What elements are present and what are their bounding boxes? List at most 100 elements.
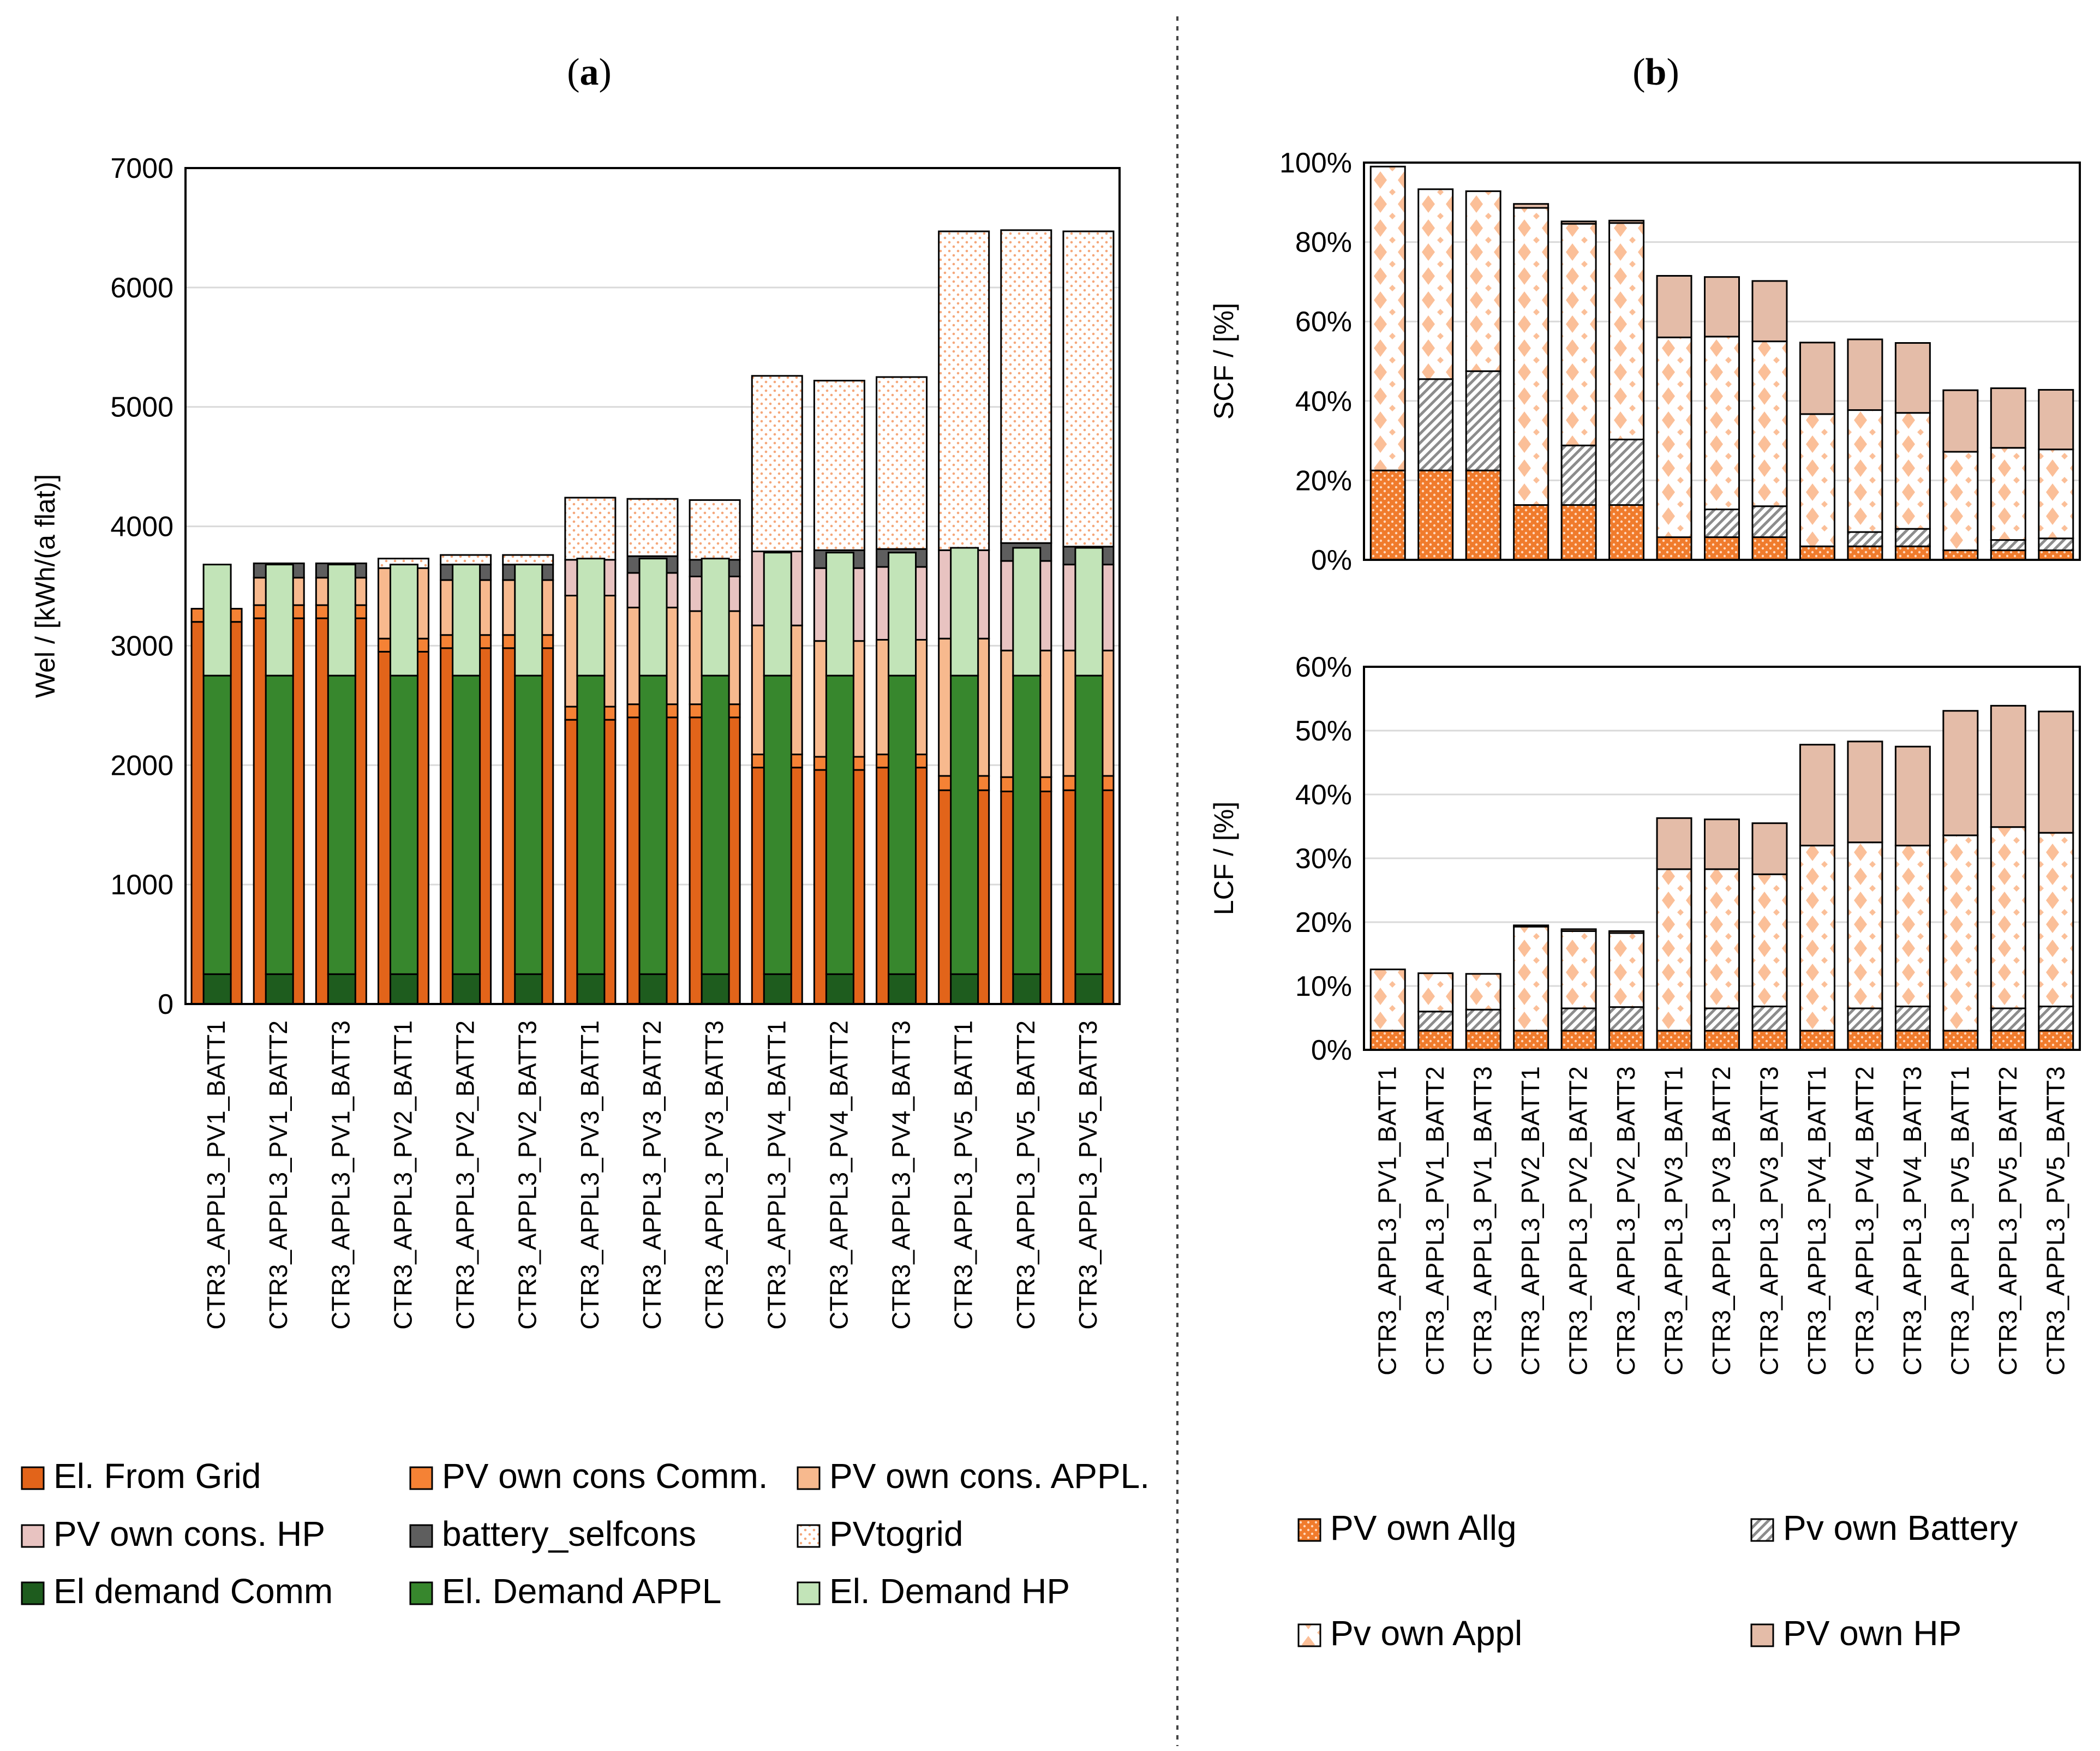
bar-pv-own-appl: [1847, 409, 1883, 533]
bar-pv-own-appl: [1560, 930, 1597, 1009]
bar-pvtogrid: [938, 230, 990, 551]
bar-pv-own-appl: [1369, 969, 1406, 1032]
legend-swatch: [1297, 1623, 1321, 1647]
bar-pv-own-allg: [1608, 1030, 1645, 1051]
legend-label: El demand Comm: [53, 1571, 333, 1611]
bar-pv-own-allg: [1894, 545, 1931, 561]
plot-frame: [1363, 666, 2081, 1051]
x-tick-label: CTR3_APPL3_PV3_BATT2: [1707, 1066, 1736, 1376]
bar-pv-own-allg: [1656, 536, 1692, 561]
bar-pv-own-allg: [2038, 549, 2074, 561]
legend-swatch: [21, 1524, 45, 1548]
bar-el-demand-appl: [825, 674, 854, 975]
x-tick-label: CTR3_APPL3_PV4_BATT1: [762, 1020, 791, 1330]
bar-pv-own-appl: [1417, 188, 1454, 380]
x-tick-label: CTR3_APPL3_PV3_BATT2: [638, 1020, 666, 1330]
x-tick-label: CTR3_APPL3_PV5_BATT1: [1946, 1066, 1974, 1376]
bar-pv-own-hp: [1942, 389, 1979, 453]
legend-label: Pv own Battery: [1783, 1508, 2018, 1547]
bar-pvtogrid: [564, 497, 617, 561]
bar-pv-own-hp: [1847, 338, 1883, 411]
chart-b-lcf: 0% 10% 20% 30% 40% 50% 60% LCF / [%] CTR3_APPL3_…: [1208, 652, 2081, 1376]
bar-el-demand-appl: [452, 674, 481, 975]
bar-pvtogrid: [440, 554, 492, 566]
bar-pv-own-hp: [2038, 389, 2074, 451]
bar-pv-own-appl: [1417, 972, 1454, 1013]
bar-pv-own-hp: [1656, 817, 1692, 870]
y-axis-label: LCF / [%]: [1208, 802, 1239, 915]
bar-pv-own-allg: [1369, 469, 1406, 561]
bar-pv-own-allg: [1847, 545, 1883, 561]
bar-pv-own-allg: [1751, 1030, 1788, 1051]
y-tick-label: 20%: [1295, 465, 1352, 497]
x-tick-label: CTR3_APPL3_PV2_BATT3: [513, 1020, 542, 1330]
bar-el-demand-appl: [327, 674, 356, 975]
panel-a-label: a: [580, 51, 599, 93]
bar-pv-own-hp: [1894, 745, 1931, 847]
panel-b-title: (b): [1632, 51, 1679, 93]
bar-pv-own-appl: [1656, 336, 1692, 539]
bar-el-demand-hp: [825, 552, 854, 677]
bar-el-demand-comm: [514, 973, 543, 1005]
bar-pv-own-allg: [1990, 549, 2026, 561]
bar-pv-own-allg: [1704, 1030, 1740, 1051]
bar-el-demand-appl: [763, 674, 792, 975]
bar-pv-own-allg: [1560, 504, 1597, 561]
legend-label: PV own cons. HP: [53, 1514, 325, 1553]
legend-swatch: [797, 1524, 821, 1548]
bar-pv-own-hp: [1560, 220, 1597, 225]
legend-swatch: [1297, 1518, 1321, 1542]
bar-el-demand-comm: [389, 973, 418, 1005]
bar-pv-own-appl: [1608, 932, 1645, 1008]
bar-pv-own-hp: [2038, 710, 2074, 834]
bar-el-demand-comm: [888, 973, 917, 1005]
bar-pv-own-appl: [1704, 336, 1740, 511]
bar-pv-own-allg: [1513, 504, 1549, 561]
bar-pv-own-battery: [2038, 537, 2074, 552]
bar-pv-own-battery: [2038, 1005, 2074, 1032]
bar-pv-own-hp: [1894, 342, 1931, 414]
bar-el-demand-hp: [950, 547, 979, 677]
bar-el-demand-appl: [888, 674, 917, 975]
x-tick-label: CTR3_APPL3_PV3_BATT3: [1755, 1066, 1783, 1376]
bar-el-demand-comm: [701, 973, 730, 1005]
legend-label: PVtogrid: [829, 1514, 963, 1553]
legend-swatch: [409, 1581, 433, 1605]
x-tick-label: CTR3_APPL3_PV4_BATT2: [824, 1020, 853, 1330]
bar-el-demand-appl: [389, 674, 418, 975]
chart-a: 0 1000 2000 3000 4000 5000 6000 7000 Wel / [kWh/…: [30, 153, 1121, 1330]
y-tick-label: 60%: [1295, 652, 1352, 683]
bar-pvtogrid: [813, 380, 865, 551]
bar-el-demand-appl: [265, 674, 294, 975]
bar-pvtogrid: [1062, 230, 1115, 548]
bar-pv-own-hp: [1608, 930, 1645, 934]
bar-pv-own-allg: [1417, 469, 1454, 561]
bar-pv-own-battery: [1894, 528, 1931, 547]
legend-label: PV own cons. APPL.: [829, 1456, 1150, 1496]
x-tick-label: CTR3_APPL3_PV2_BATT2: [1564, 1066, 1593, 1376]
y-tick-label: 40%: [1295, 779, 1352, 811]
bar-el-demand-hp: [327, 564, 356, 677]
bar-pv-own-battery: [1751, 505, 1788, 539]
x-tick-label: CTR3_APPL3_PV1_BATT2: [264, 1020, 292, 1330]
bar-pv-own-allg: [1465, 469, 1501, 561]
y-tick-label: 0: [158, 989, 173, 1020]
bar-pv-own-hp: [1704, 818, 1740, 870]
bar-pv-own-appl: [1751, 873, 1788, 1007]
bar-pv-own-appl: [1656, 868, 1692, 1032]
bar-el-demand-comm: [638, 973, 668, 1005]
x-tick-label: CTR3_APPL3_PV1_BATT1: [1373, 1066, 1402, 1376]
bar-el-demand-comm: [452, 973, 481, 1005]
y-tick-label: 6000: [110, 272, 173, 304]
legend-swatch: [1750, 1518, 1774, 1542]
bar-el-demand-hp: [1012, 547, 1042, 677]
y-tick-label: 100%: [1279, 147, 1352, 179]
bar-pv-own-hp: [1799, 342, 1835, 415]
bar-pv-own-battery: [1751, 1005, 1788, 1032]
bar-pv-own-appl: [2038, 449, 2074, 540]
bar-el-demand-appl: [202, 674, 232, 975]
bar-pv-own-allg: [1990, 1030, 2026, 1051]
bar-el-demand-hp: [1074, 547, 1104, 677]
panel-b-label: b: [1646, 51, 1667, 93]
bar-pv-own-appl: [1990, 826, 2026, 1009]
